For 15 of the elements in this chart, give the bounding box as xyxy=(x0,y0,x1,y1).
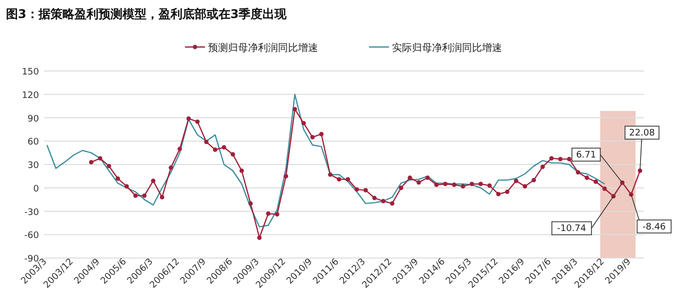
y-tick-label: 90 xyxy=(28,114,40,124)
legend-label: 实际归母净利润同比增速 xyxy=(392,42,502,54)
y-tick-label: 0 xyxy=(33,184,40,194)
data-label: -8.46 xyxy=(642,222,666,232)
y-tick-label: 120 xyxy=(22,90,40,101)
y-tick-label: 150 xyxy=(22,68,40,78)
y-tick-label: -30 xyxy=(24,208,40,218)
data-label: 22.08 xyxy=(629,128,656,139)
chart-title: 图3：据策略盈利预测模型，盈利底部或在3季度出现 xyxy=(6,7,288,21)
y-tick-label: 30 xyxy=(28,161,40,171)
y-tick-label: -60 xyxy=(24,231,40,242)
data-label: -10.74 xyxy=(557,224,586,234)
y-tick-label: 60 xyxy=(28,138,40,148)
data-label: 6.71 xyxy=(576,150,596,161)
legend-label: 预测归母净利润同比增速 xyxy=(208,42,318,54)
